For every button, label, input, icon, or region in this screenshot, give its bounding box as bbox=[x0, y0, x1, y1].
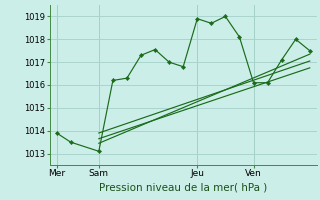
X-axis label: Pression niveau de la mer( hPa ): Pression niveau de la mer( hPa ) bbox=[99, 182, 267, 192]
